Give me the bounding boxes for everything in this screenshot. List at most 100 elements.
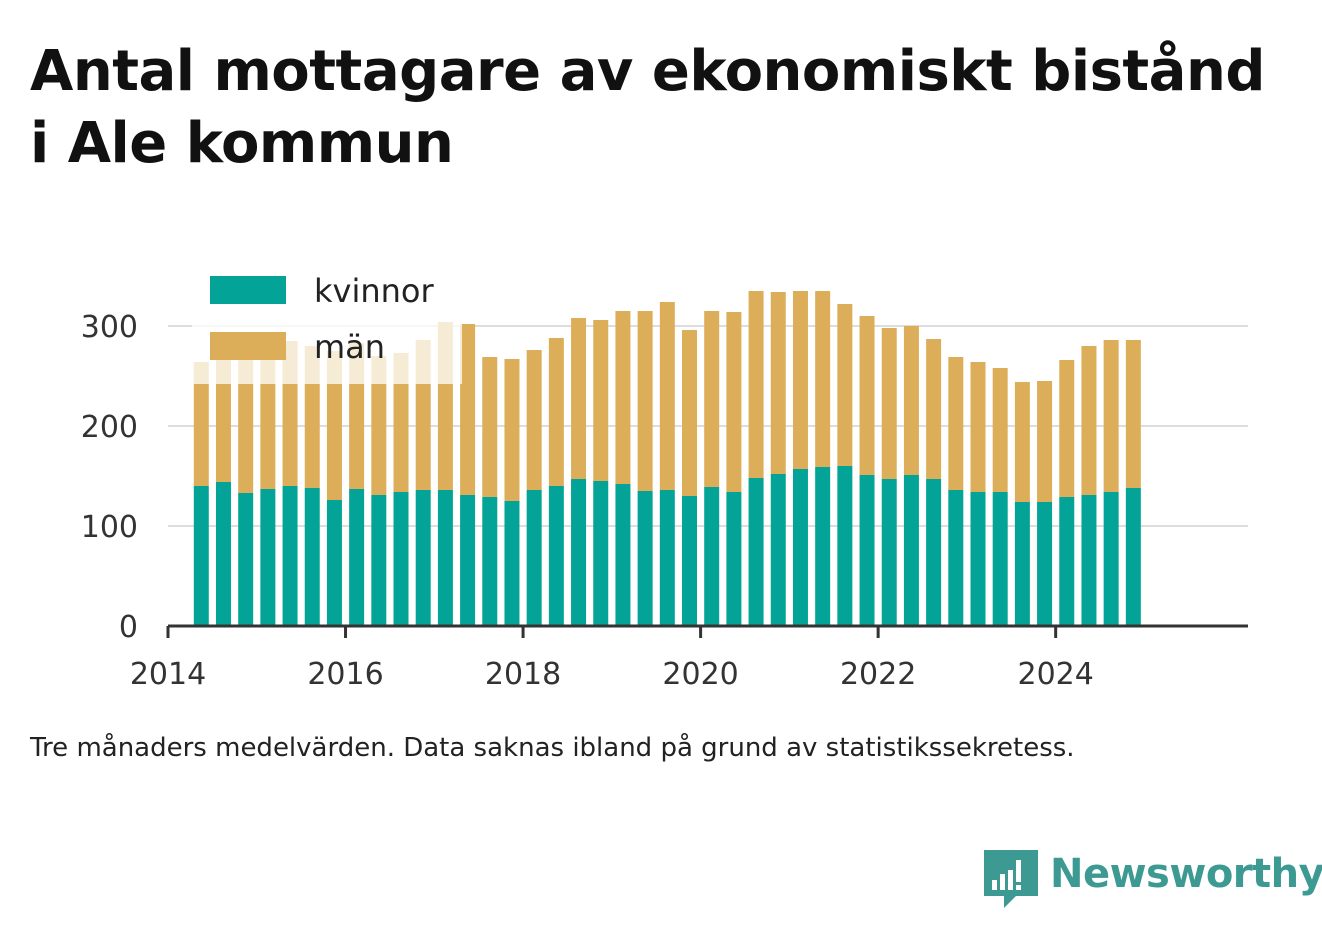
bar-kvinnor: [504, 501, 520, 626]
bar-man: [1103, 340, 1119, 492]
bar-kvinnor: [992, 492, 1008, 626]
bar-man: [1125, 340, 1141, 488]
bar-kvinnor: [193, 486, 209, 626]
bar-man: [482, 357, 498, 497]
bar-kvinnor: [260, 489, 276, 626]
bar-kvinnor: [748, 478, 764, 626]
bar-kvinnor: [571, 479, 587, 626]
bar-kvinnor: [903, 475, 919, 626]
bar-kvinnor: [859, 475, 875, 626]
bar-kvinnor: [682, 496, 698, 626]
bar-man: [1014, 382, 1030, 502]
legend-label: kvinnor: [314, 272, 435, 310]
bar-kvinnor: [460, 495, 476, 626]
bar-man: [393, 353, 409, 492]
bar-man: [704, 311, 720, 487]
bar-kvinnor: [770, 474, 786, 626]
bar-man: [903, 326, 919, 475]
bar-kvinnor: [304, 488, 320, 626]
bar-kvinnor: [282, 486, 298, 626]
brand-name: Newsworthy: [1050, 851, 1322, 897]
bar-man: [748, 291, 764, 478]
y-tick-label: 0: [119, 610, 138, 645]
bar-man: [770, 292, 786, 474]
x-tick-label: 2018: [485, 657, 561, 692]
bar-man: [571, 318, 587, 479]
y-tick-label: 100: [81, 510, 138, 545]
bar-kvinnor: [1037, 502, 1053, 626]
bar-man: [637, 311, 653, 491]
bar-man: [193, 362, 209, 486]
bar-kvinnor: [726, 492, 742, 626]
bar-kvinnor: [792, 469, 808, 626]
bar-kvinnor: [837, 466, 853, 626]
bar-man: [593, 320, 609, 481]
chart-title: Antal mottagare av ekonomiskt bistånd i …: [30, 39, 1265, 176]
bar-man: [837, 304, 853, 466]
bar-kvinnor: [1059, 497, 1075, 626]
bar-kvinnor: [593, 481, 609, 626]
bar-man: [792, 291, 808, 469]
bar-man: [926, 339, 942, 479]
bar-kvinnor: [482, 497, 498, 626]
legend-label: män: [314, 328, 385, 366]
y-tick-label: 200: [81, 410, 138, 445]
x-tick-label: 2014: [130, 657, 206, 692]
bar-kvinnor: [970, 492, 986, 626]
bar-man: [615, 311, 631, 484]
bar-man: [238, 353, 254, 493]
legend-swatch: [210, 332, 286, 360]
bar-kvinnor: [238, 493, 254, 626]
bars: [193, 291, 1141, 626]
x-tick-label: 2016: [307, 657, 383, 692]
bar-kvinnor: [637, 491, 653, 626]
axes: 0 100 200 300 2014 2016 2018 2020 2022 2024: [81, 310, 1248, 692]
bar-man: [1059, 360, 1075, 497]
bar-kvinnor: [926, 479, 942, 626]
bar-kvinnor: [526, 490, 542, 626]
bar-man: [881, 328, 897, 479]
bar-kvinnor: [615, 484, 631, 626]
legend: kvinnor män: [210, 272, 435, 366]
x-tick-label: 2020: [662, 657, 738, 692]
bar-kvinnor: [659, 490, 675, 626]
bar-man: [526, 350, 542, 490]
bar-man: [371, 356, 387, 495]
bar-kvinnor: [881, 479, 897, 626]
bar-man: [215, 352, 231, 482]
x-tick-label: 2022: [840, 657, 916, 692]
bar-kvinnor: [1081, 495, 1097, 626]
bar-man: [726, 312, 742, 492]
bar-kvinnor: [349, 489, 365, 626]
bar-man: [970, 362, 986, 492]
bar-kvinnor: [393, 492, 409, 626]
bar-kvinnor: [704, 487, 720, 626]
bar-kvinnor: [1014, 502, 1030, 626]
bar-man: [682, 330, 698, 496]
bar-kvinnor: [415, 490, 431, 626]
chart-caption: Tre månaders medelvärden. Data saknas ib…: [30, 733, 1075, 763]
bar-kvinnor: [548, 486, 564, 626]
bar-kvinnor: [437, 490, 453, 626]
bar-kvinnor: [215, 482, 231, 626]
bar-kvinnor: [371, 495, 387, 626]
bar-man: [859, 316, 875, 475]
legend-swatch: [210, 276, 286, 304]
bar-kvinnor: [815, 467, 831, 626]
newsworthy-logo-icon: [984, 850, 1038, 908]
bar-man: [815, 291, 831, 467]
bar-man: [1037, 381, 1053, 502]
y-tick-label: 300: [81, 310, 138, 345]
bar-man: [326, 351, 342, 500]
bar-kvinnor: [948, 490, 964, 626]
x-tick-label: 2024: [1017, 657, 1093, 692]
bar-man: [992, 368, 1008, 492]
bar-man: [504, 359, 520, 501]
bar-man: [460, 324, 476, 495]
bar-man: [548, 338, 564, 486]
bar-man: [659, 302, 675, 490]
bar-kvinnor: [326, 500, 342, 626]
bar-kvinnor: [1125, 488, 1141, 626]
bar-man: [1081, 346, 1097, 495]
